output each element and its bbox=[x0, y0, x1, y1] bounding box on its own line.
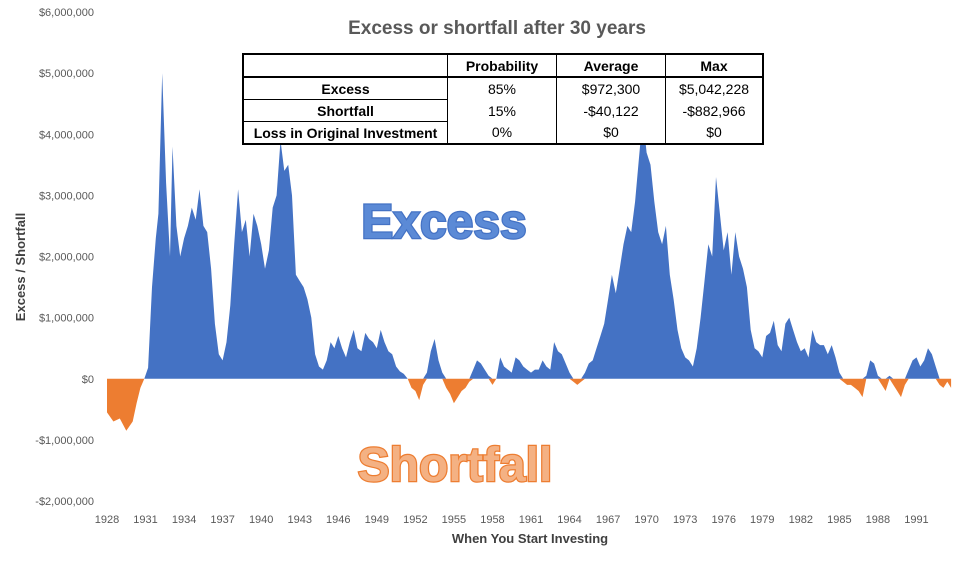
table-row-loss: Loss in Original Investment 0% $0 $0 bbox=[242, 121, 764, 145]
x-tick-label: 1973 bbox=[673, 514, 697, 526]
max-cell: -$882,966 bbox=[665, 99, 764, 122]
average-cell: $972,300 bbox=[556, 77, 666, 100]
x-tick-label: 1949 bbox=[365, 514, 389, 526]
excess-area bbox=[107, 73, 952, 379]
x-tick-label: 1955 bbox=[442, 514, 466, 526]
x-tick-label: 1964 bbox=[557, 514, 581, 526]
probability-cell: 0% bbox=[447, 121, 557, 145]
x-tick-label: 1985 bbox=[827, 514, 851, 526]
table-header-blank bbox=[242, 53, 448, 78]
chart-title: Excess or shortfall after 30 years bbox=[348, 18, 646, 39]
x-tick-label: 1934 bbox=[172, 514, 196, 526]
x-tick-label: 1931 bbox=[133, 514, 157, 526]
max-cell: $5,042,228 bbox=[665, 77, 764, 100]
table-header-row: Probability Average Max bbox=[242, 53, 764, 78]
y-tick-label: $2,000,000 bbox=[39, 252, 94, 264]
shortfall-annotation: Shortfall bbox=[358, 439, 553, 492]
table-row-shortfall: Shortfall 15% -$40,122 -$882,966 bbox=[242, 99, 764, 122]
x-tick-label: 1970 bbox=[634, 514, 658, 526]
x-tick-label: 1928 bbox=[95, 514, 119, 526]
excess-annotation: Excess bbox=[361, 196, 527, 249]
table-header-max: Max bbox=[665, 53, 764, 78]
y-axis-ticks: $6,000,000 $5,000,000 $4,000,000 $3,000,000… bbox=[35, 7, 94, 508]
y-tick-label: -$2,000,000 bbox=[35, 496, 94, 508]
table-header-probability: Probability bbox=[447, 53, 557, 78]
x-tick-label: 1946 bbox=[326, 514, 350, 526]
x-tick-label: 1979 bbox=[750, 514, 774, 526]
area-series bbox=[107, 73, 952, 431]
average-cell: $0 bbox=[556, 121, 666, 145]
max-cell: $0 bbox=[665, 121, 764, 145]
y-tick-label: $5,000,000 bbox=[39, 68, 94, 80]
y-tick-label: $3,000,000 bbox=[39, 190, 94, 202]
y-axis-label: Excess / Shortfall bbox=[13, 213, 28, 321]
y-tick-label: $0 bbox=[82, 374, 94, 386]
row-label: Loss in Original Investment bbox=[242, 121, 448, 145]
summary-table: Probability Average Max Excess 85% $972,… bbox=[242, 53, 764, 145]
shortfall-area bbox=[107, 378, 952, 431]
x-axis-label: When You Start Investing bbox=[452, 531, 608, 546]
x-axis-ticks: 1928 1931 1934 1937 1940 1943 1946 1949 1952 1955… bbox=[95, 514, 929, 526]
x-tick-label: 1976 bbox=[711, 514, 735, 526]
table-header-average: Average bbox=[556, 53, 666, 78]
row-label: Excess bbox=[242, 76, 448, 100]
row-label: Shortfall bbox=[242, 99, 448, 122]
x-tick-label: 1943 bbox=[287, 514, 311, 526]
x-tick-label: 1961 bbox=[519, 514, 543, 526]
x-tick-label: 1958 bbox=[480, 514, 504, 526]
x-tick-label: 1988 bbox=[866, 514, 890, 526]
y-tick-label: -$1,000,000 bbox=[35, 435, 94, 447]
probability-cell: 15% bbox=[447, 99, 557, 122]
y-tick-label: $6,000,000 bbox=[39, 7, 94, 19]
x-tick-label: 1940 bbox=[249, 514, 273, 526]
x-tick-label: 1937 bbox=[210, 514, 234, 526]
y-tick-label: $1,000,000 bbox=[39, 313, 94, 325]
probability-cell: 85% bbox=[447, 77, 557, 100]
x-tick-label: 1952 bbox=[403, 514, 427, 526]
y-tick-label: $4,000,000 bbox=[39, 129, 94, 141]
table-row-excess: Excess 85% $972,300 $5,042,228 bbox=[242, 76, 764, 100]
x-tick-label: 1967 bbox=[596, 514, 620, 526]
x-tick-label: 1982 bbox=[789, 514, 813, 526]
average-cell: -$40,122 bbox=[556, 99, 666, 122]
x-tick-label: 1991 bbox=[904, 514, 928, 526]
